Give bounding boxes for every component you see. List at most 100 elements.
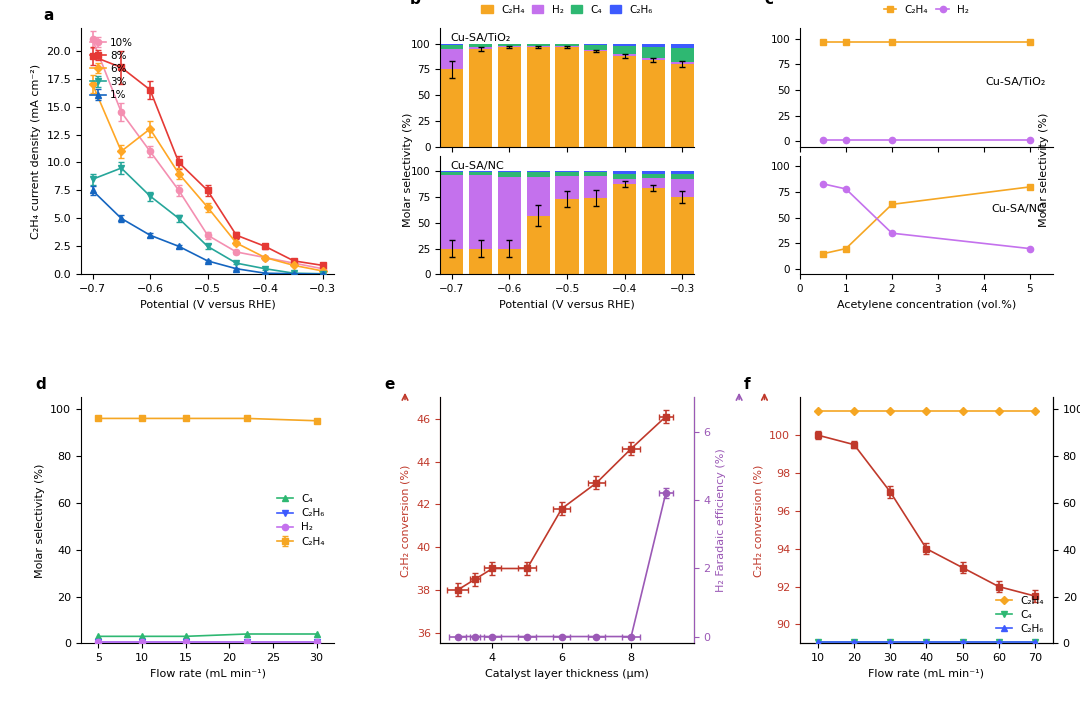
- Y-axis label: Molar selectivity (%): Molar selectivity (%): [35, 463, 44, 578]
- Line: C₂H₆: C₂H₆: [814, 639, 1038, 645]
- Text: f: f: [744, 378, 751, 392]
- X-axis label: Catalyst layer thickness (μm): Catalyst layer thickness (μm): [485, 669, 649, 679]
- Y-axis label: C₂H₂ conversion (%): C₂H₂ conversion (%): [401, 464, 410, 576]
- C₄: [1028, 638, 1041, 646]
- Legend: 10%, 8%, 6%, 3%, 1%: 10%, 8%, 6%, 3%, 1%: [86, 33, 137, 105]
- Bar: [498, 46, 521, 47]
- C₄: [848, 638, 861, 646]
- Bar: [642, 172, 665, 173]
- Bar: [527, 46, 550, 47]
- Bar: [469, 173, 492, 175]
- Bar: [498, 177, 521, 249]
- C₂H₄: [811, 407, 824, 416]
- C₂H₆: [1028, 638, 1041, 646]
- H₂: [92, 638, 105, 646]
- Bar: [527, 173, 550, 177]
- C₂H₆: [883, 638, 896, 646]
- Bar: [498, 45, 521, 46]
- Bar: [671, 179, 693, 197]
- Y-axis label: C₂H₂ conversion (%): C₂H₂ conversion (%): [754, 464, 764, 576]
- Bar: [498, 249, 521, 274]
- C₂H₆: [136, 638, 149, 646]
- Bar: [441, 45, 463, 49]
- Bar: [642, 58, 665, 60]
- Bar: [441, 69, 463, 146]
- Legend: C₂H₄, C₄, C₂H₆: C₂H₄, C₄, C₂H₆: [993, 592, 1048, 638]
- Bar: [642, 188, 665, 274]
- Bar: [671, 173, 693, 179]
- C₂H₆: [310, 638, 323, 646]
- Bar: [527, 216, 550, 274]
- C₄: [993, 638, 1005, 646]
- Bar: [671, 62, 693, 64]
- C₄: [956, 638, 969, 646]
- X-axis label: Potential (V versus RHE): Potential (V versus RHE): [139, 300, 275, 310]
- Bar: [469, 45, 492, 47]
- H₂: [241, 638, 254, 646]
- Bar: [671, 44, 693, 48]
- Bar: [527, 45, 550, 46]
- C₄: [920, 638, 933, 646]
- C₂H₆: [811, 638, 824, 646]
- Text: d: d: [36, 378, 46, 392]
- Bar: [555, 47, 579, 146]
- Line: C₂H₆: C₂H₆: [95, 639, 320, 645]
- C₂H₆: [848, 638, 861, 646]
- Bar: [527, 47, 550, 146]
- Bar: [469, 47, 492, 49]
- Bar: [555, 175, 579, 199]
- C₂H₄: [883, 407, 896, 416]
- Bar: [642, 177, 665, 188]
- C₂H₄: [848, 407, 861, 416]
- Bar: [584, 198, 607, 274]
- Line: C₂H₄: C₂H₄: [814, 408, 1038, 414]
- C₂H₄: [993, 407, 1005, 416]
- Bar: [555, 46, 579, 47]
- C₂H₄: [920, 407, 933, 416]
- Bar: [441, 175, 463, 249]
- Legend: C₂H₄, H₂, C₄, C₂H₆: C₂H₄, H₂, C₄, C₂H₆: [477, 1, 657, 18]
- Text: c: c: [765, 0, 773, 7]
- Text: Molar selectivity (%): Molar selectivity (%): [403, 112, 414, 227]
- Bar: [555, 199, 579, 274]
- Bar: [584, 51, 607, 146]
- Text: b: b: [410, 0, 421, 7]
- Bar: [469, 49, 492, 146]
- C₄: [92, 632, 105, 641]
- Bar: [613, 56, 636, 146]
- Bar: [671, 172, 693, 173]
- Bar: [584, 50, 607, 51]
- C₂H₆: [179, 638, 192, 646]
- Bar: [613, 179, 636, 184]
- Text: Molar selectivity (%): Molar selectivity (%): [1039, 112, 1050, 227]
- Bar: [613, 46, 636, 54]
- X-axis label: Acetylene concentration (vol.%): Acetylene concentration (vol.%): [837, 300, 1016, 310]
- Bar: [441, 44, 463, 45]
- Y-axis label: C₂H₄ current density (mA cm⁻²): C₂H₄ current density (mA cm⁻²): [31, 64, 41, 239]
- Bar: [498, 172, 521, 173]
- Y-axis label: H₂ Faradaic efficiency (%): H₂ Faradaic efficiency (%): [716, 448, 726, 592]
- C₄: [310, 630, 323, 638]
- H₂: [310, 638, 323, 646]
- C₂H₆: [241, 638, 254, 646]
- Bar: [498, 47, 521, 146]
- Bar: [469, 175, 492, 249]
- Bar: [441, 172, 463, 173]
- Bar: [498, 173, 521, 177]
- C₂H₆: [956, 638, 969, 646]
- Text: e: e: [384, 378, 395, 392]
- Bar: [469, 172, 492, 173]
- Bar: [613, 54, 636, 56]
- C₂H₆: [993, 638, 1005, 646]
- Bar: [441, 173, 463, 175]
- Bar: [527, 177, 550, 216]
- Text: Cu-SA/NC: Cu-SA/NC: [991, 204, 1045, 214]
- Legend: C₄, C₂H₆, H₂, C₂H₄: C₄, C₂H₆, H₂, C₂H₄: [273, 490, 329, 551]
- Bar: [642, 44, 665, 47]
- H₂: [179, 638, 192, 646]
- C₂H₆: [92, 638, 105, 646]
- Legend: C₂H₄, H₂: C₂H₄, H₂: [879, 1, 973, 18]
- C₄: [883, 638, 896, 646]
- Bar: [555, 45, 579, 46]
- C₄: [136, 632, 149, 641]
